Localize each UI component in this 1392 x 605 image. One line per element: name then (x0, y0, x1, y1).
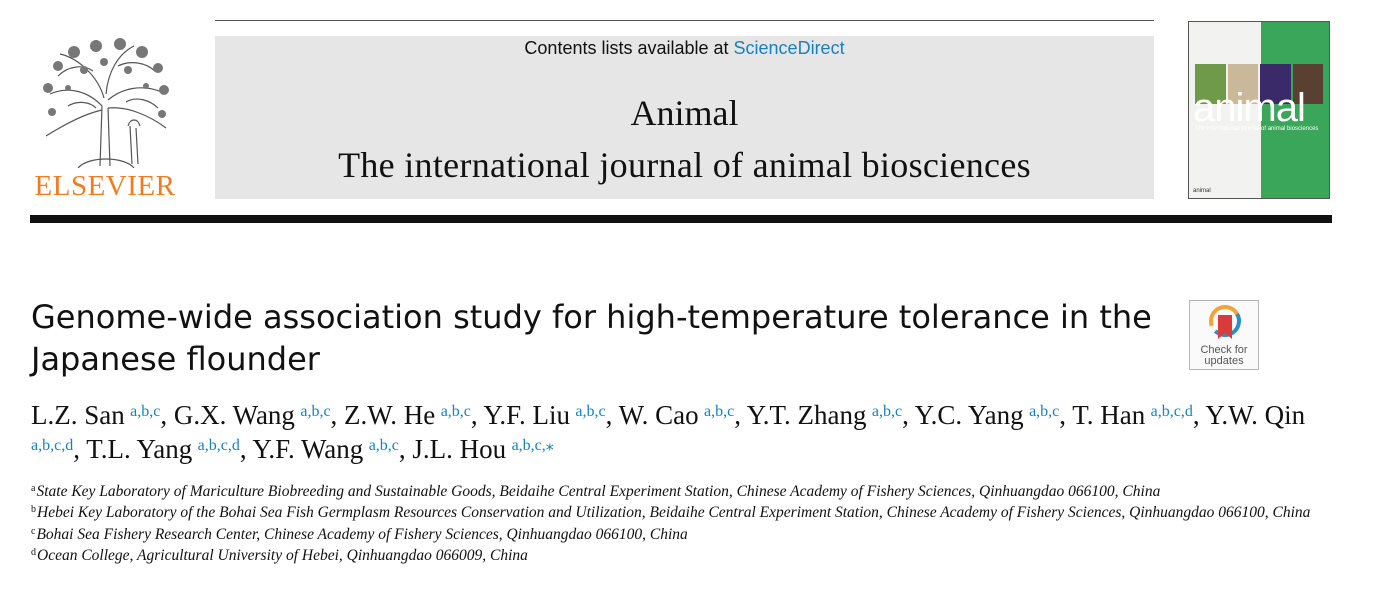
author-name[interactable]: W. Cao a,b,c (619, 400, 735, 430)
contents-line: Contents lists available at ScienceDirec… (215, 38, 1154, 59)
affiliation-text: State Key Laboratory of Mariculture Biob… (36, 483, 1161, 500)
affiliation-item: aState Key Laboratory of Mariculture Bio… (31, 481, 1331, 502)
author-name[interactable]: Y.F. Wang a,b,c (252, 434, 399, 464)
author-label: L.Z. San (31, 400, 125, 430)
author-affiliation-marks[interactable]: a,b,c (871, 403, 903, 420)
journal-masthead: Contents lists available at ScienceDirec… (215, 36, 1154, 199)
author-affiliation-marks[interactable]: a,b,c,d (197, 437, 240, 454)
author-name[interactable]: T. Han a,b,c,d (1072, 400, 1193, 430)
cover-footer: animal (1193, 188, 1211, 194)
author-name[interactable]: G.X. Wang a,b,c (174, 400, 331, 430)
author-name[interactable]: Y.F. Liu a,b,c (483, 400, 605, 430)
affiliation-item: dOcean College, Agricultural University … (31, 545, 1331, 566)
author-separator: , (1059, 400, 1073, 430)
check-for-updates-button[interactable]: Check for updates (1189, 300, 1259, 370)
author-label: Y.W. Qin (1205, 400, 1306, 430)
author-label: Y.T. Zhang (746, 400, 867, 430)
author-affiliation-marks[interactable]: a,b,c (440, 403, 471, 420)
author-separator: , (470, 400, 484, 430)
author-separator: , (605, 400, 619, 430)
author-affiliation-marks[interactable]: a,b,c (300, 403, 331, 420)
elsevier-logo[interactable]: ELSEVIER (30, 36, 180, 204)
journal-subtitle: The international journal of animal bios… (338, 145, 1031, 185)
affiliations: aState Key Laboratory of Mariculture Bio… (31, 481, 1331, 567)
author-affiliation-marks[interactable]: a,b,c (1029, 403, 1060, 420)
check-updates-label: Check for updates (1200, 344, 1248, 367)
author-name[interactable]: Y.C. Yang a,b,c (915, 400, 1060, 430)
cover-tagline: The international journal of animal bios… (1195, 126, 1319, 132)
author-list: L.Z. San a,b,c, G.X. Wang a,b,c, Z.W. He… (31, 398, 1341, 466)
author-name[interactable]: Y.T. Zhang a,b,c (747, 400, 902, 430)
sciencedirect-link[interactable]: ScienceDirect (733, 38, 845, 58)
author-separator: , (902, 400, 915, 430)
header-divider (30, 215, 1332, 223)
author-affiliation-marks[interactable]: a,b,c,d (1150, 403, 1193, 420)
tree-logo-icon (43, 38, 169, 168)
top-divider (215, 20, 1154, 21)
affiliation-label: a (31, 483, 36, 494)
author-separator: , (1192, 400, 1206, 430)
author-label: J.L. Hou (412, 434, 507, 464)
author-label: G.X. Wang (173, 400, 295, 430)
author-name[interactable]: Z.W. He a,b,c (344, 400, 471, 430)
affiliation-text: Bohai Sea Fishery Research Center, Chine… (36, 525, 688, 543)
author-label: T.L. Yang (86, 434, 193, 464)
author-separator: , (330, 400, 345, 430)
author-label: Z.W. He (344, 400, 436, 430)
cover-title: animal (1193, 86, 1306, 130)
author-separator: , (239, 434, 253, 464)
author-separator: , (73, 434, 87, 464)
author-label: T. Han (1072, 400, 1146, 430)
contents-prefix: Contents lists available at (524, 38, 734, 58)
author-affiliation-marks[interactable]: a,b,c (704, 403, 735, 420)
author-name[interactable]: T.L. Yang a,b,c,d (86, 434, 240, 464)
author-name[interactable]: Y.W. Qin a,b,c,d (31, 400, 1311, 464)
author-name[interactable]: L.Z. San a,b,c (31, 400, 160, 430)
publisher-name: ELSEVIER (34, 170, 176, 202)
affiliation-label: d (31, 547, 36, 559)
affiliation-text: Ocean College, Agricultural University o… (37, 547, 528, 565)
bookmark-ring-icon (1209, 305, 1241, 339)
author-label: W. Cao (618, 400, 699, 430)
author-separator: , (398, 434, 413, 464)
author-label: Y.F. Liu (483, 400, 571, 430)
affiliation-label: c (31, 525, 36, 537)
author-affiliation-marks[interactable]: a,b,c,d (31, 437, 74, 454)
author-separator: , (160, 400, 174, 430)
cover-panel (1189, 22, 1261, 198)
author-label: Y.C. Yang (914, 400, 1024, 430)
affiliation-text: Hebei Key Laboratory of the Bohai Sea Fi… (37, 504, 1311, 522)
author-affiliation-marks[interactable]: a,b,c (130, 403, 161, 420)
author-label: Y.F. Wang (252, 434, 364, 464)
journal-cover[interactable]: animal The international journal of anim… (1188, 21, 1330, 199)
author-affiliation-marks[interactable]: a,b,c,⁎ (511, 437, 554, 454)
journal-name[interactable]: Animal (630, 93, 739, 133)
author-separator: , (734, 400, 747, 430)
cover-photo-strip (1195, 64, 1323, 104)
author-affiliation-marks[interactable]: a,b,c (575, 403, 606, 420)
author-name[interactable]: J.L. Hou a,b,c,⁎ (412, 434, 553, 464)
affiliation-item: cBohai Sea Fishery Research Center, Chin… (31, 524, 1331, 545)
article-title: Genome-wide association study for high-t… (31, 298, 1152, 378)
affiliation-item: bHebei Key Laboratory of the Bohai Sea F… (31, 502, 1331, 523)
author-affiliation-marks[interactable]: a,b,c (368, 437, 399, 454)
affiliation-label: b (31, 504, 36, 516)
